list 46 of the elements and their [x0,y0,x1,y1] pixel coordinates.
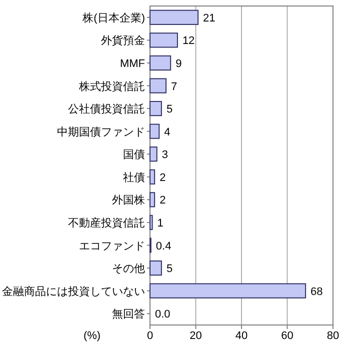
x-axis-title: (%) [83,330,101,342]
bar [150,100,162,116]
data-label: 3 [162,149,168,162]
y-tick-label: 株(日本企業) [82,11,145,24]
y-tick-label: 国債 [123,149,145,162]
data-label: 68 [310,286,323,298]
y-tick-label: 無回答 [112,308,145,321]
bar [150,169,156,184]
y-tick-label: 不動産投資信託 [68,216,145,230]
bar [150,124,160,139]
y-tick-label: 社債 [123,170,145,184]
y-tick-label: 中期国債ファンド [57,125,145,138]
data-label: 7 [171,80,178,93]
bar [150,32,178,48]
data-label: 0.0 [155,308,170,321]
bar [150,10,199,25]
y-tick-label: 公社債投資信託 [68,102,145,116]
bar [150,55,172,71]
x-tick-label: 0 [146,330,154,342]
y-tick-label: 外国株 [112,194,145,207]
x-tick-label: 20 [190,330,202,342]
bar [150,146,158,162]
data-label: 5 [166,263,173,276]
y-tick-label: 株式投資信託 [78,80,145,93]
bar [150,283,306,298]
y-tick-label: その他 [112,263,145,276]
data-label: 2 [160,172,166,184]
data-label: 4 [164,126,170,138]
bar [150,260,162,276]
data-label: 1 [157,217,164,230]
x-tick-label: 40 [235,330,248,342]
x-tick-label: 80 [326,330,340,342]
bar [150,214,153,230]
bar [150,78,167,94]
data-label: 5 [166,104,173,116]
data-label: 2 [160,194,166,207]
data-label: 9 [176,58,182,70]
data-label: 21 [203,12,216,24]
y-tick-label: MMF [120,58,146,70]
x-tick-label: 60 [281,330,294,342]
y-tick-label: 外貨預金 [101,34,145,48]
y-tick-label: 金融商品には投資していない [2,284,145,298]
y-tick-label: エコファンド [79,240,145,252]
bar [150,192,156,208]
data-label: 12 [182,35,195,48]
data-label: 0.4 [156,240,172,252]
